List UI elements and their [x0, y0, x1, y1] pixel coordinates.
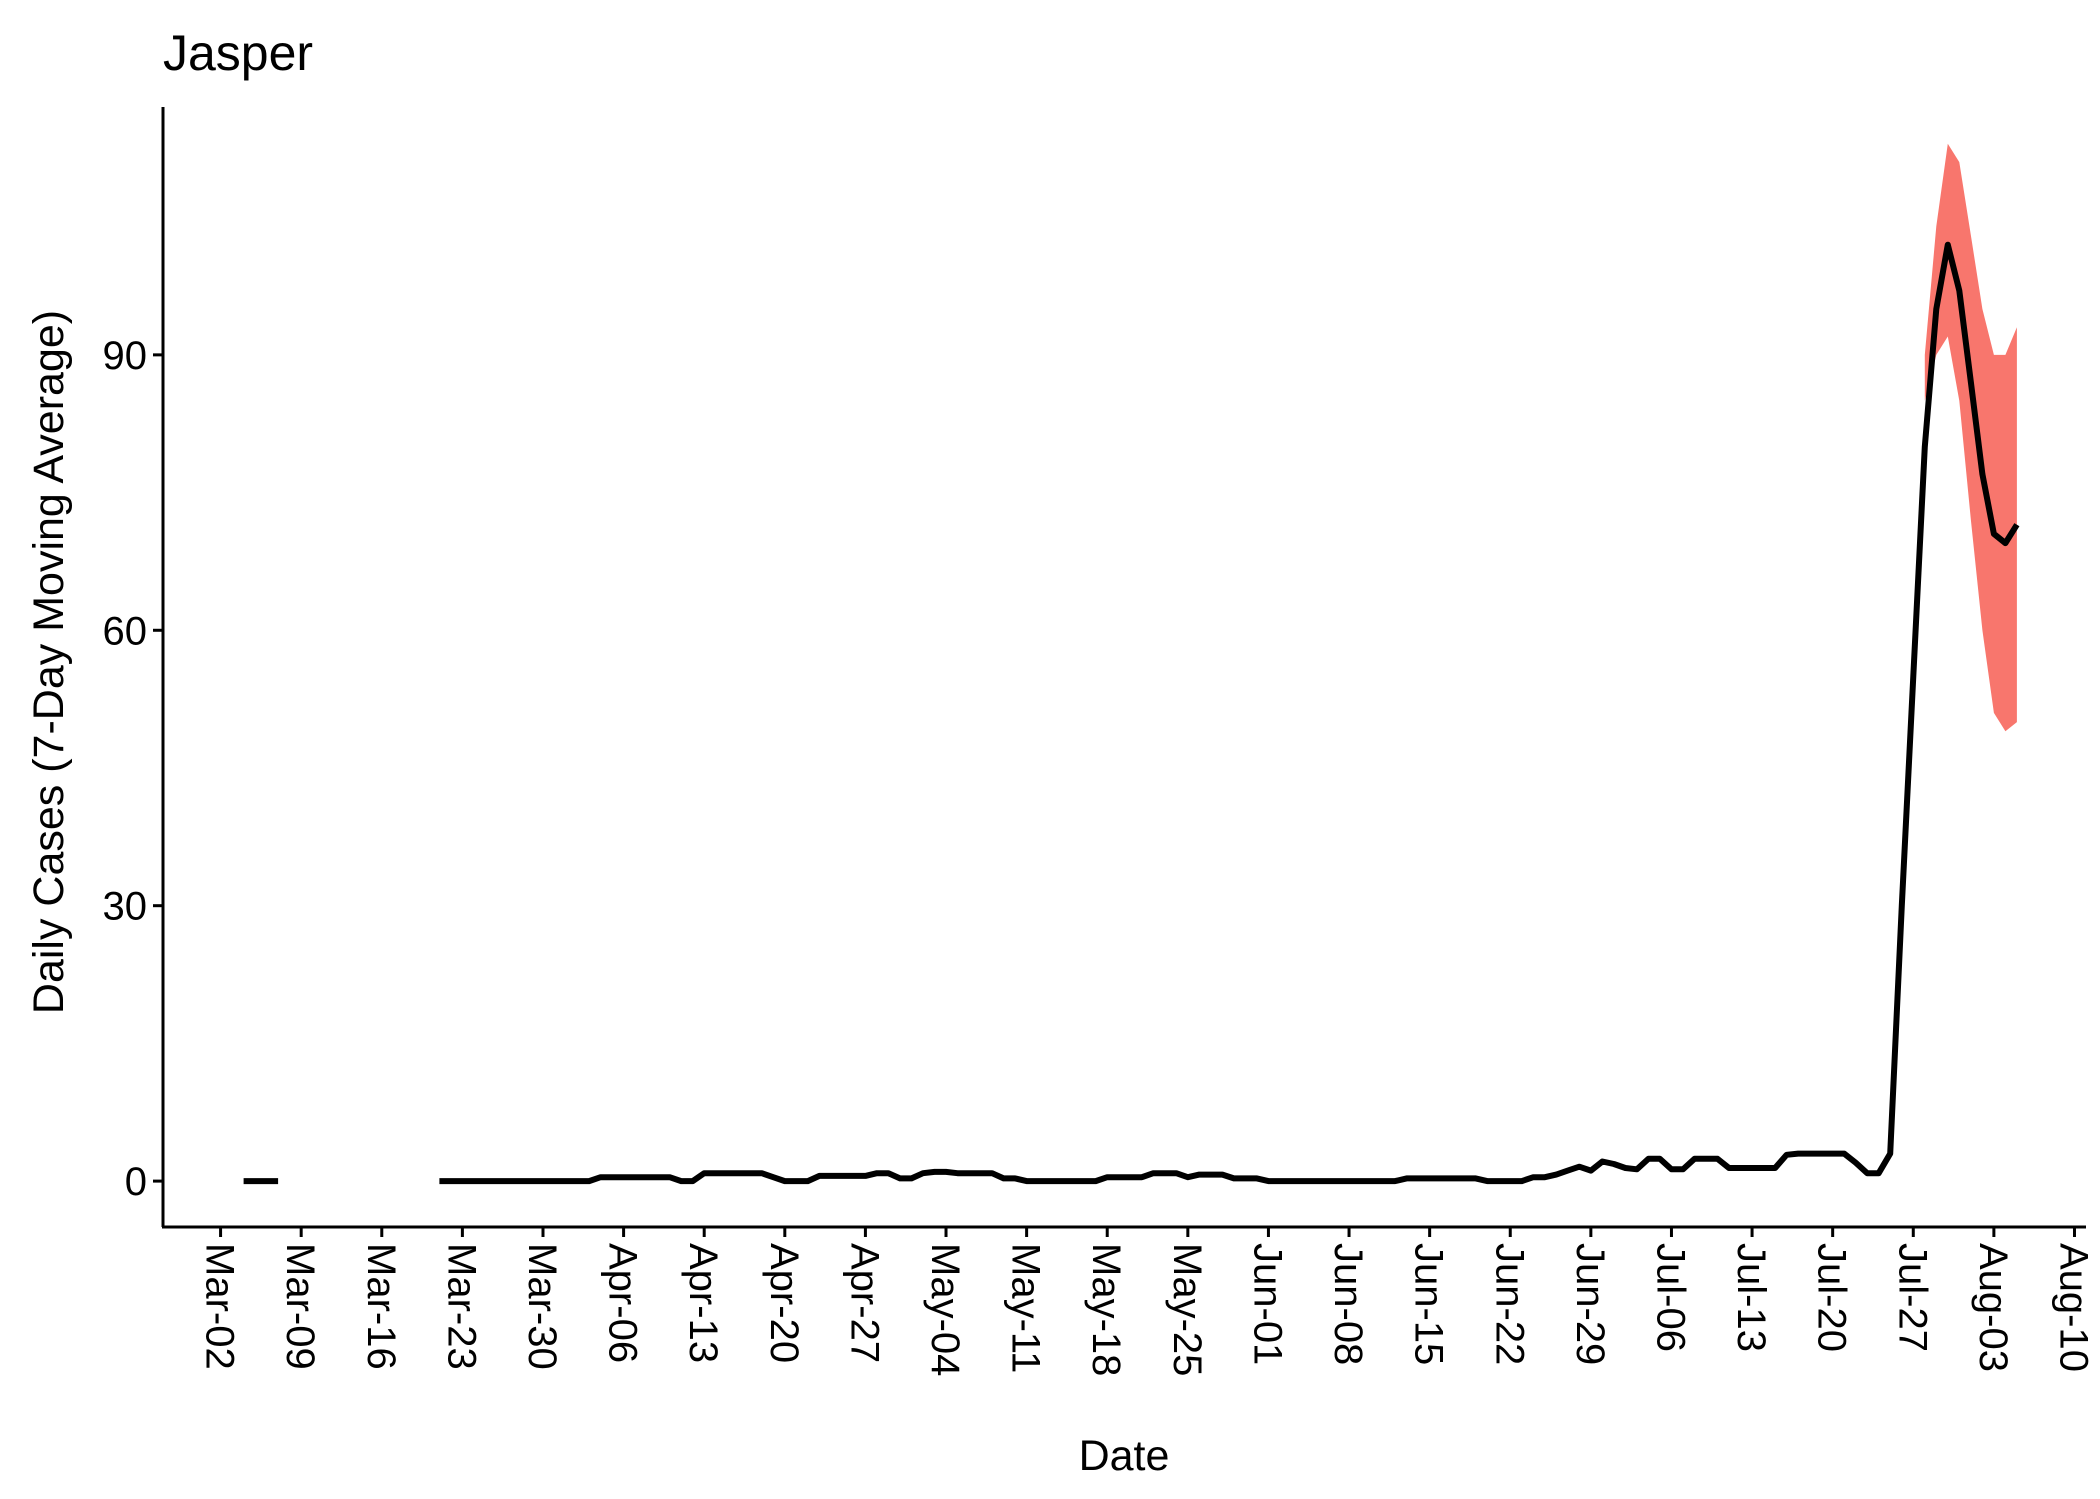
chart-title: Jasper	[163, 25, 313, 81]
x-tick-label: Mar-30	[520, 1243, 564, 1370]
y-tick-label: 30	[103, 885, 148, 929]
y-axis-ticks: 0 30 60 90	[103, 334, 163, 1204]
x-tick-label: Jun-15	[1407, 1243, 1451, 1365]
x-axis-ticks: Mar-02 Mar-09 Mar-16 Mar-23 Mar-30 Apr-06 Apr-…	[198, 1227, 2095, 1376]
x-tick-label: Mar-16	[359, 1243, 403, 1370]
x-tick-label: Jun-29	[1568, 1243, 1612, 1365]
x-tick-label: Jun-01	[1245, 1243, 1289, 1365]
x-tick-label: Jun-22	[1487, 1243, 1531, 1365]
x-tick-label: Aug-03	[1971, 1243, 2015, 1372]
prediction-interval-band	[1924, 143, 2017, 732]
x-tick-label: Apr-20	[762, 1243, 806, 1363]
x-tick-label: Mar-02	[198, 1243, 242, 1370]
y-axis-title: Daily Cases (7-Day Moving Average)	[25, 310, 73, 1014]
series-lines	[243, 241, 2020, 1185]
y-tick-label: 0	[125, 1160, 147, 1204]
x-tick-label: Mar-23	[439, 1243, 483, 1370]
x-tick-label: Aug-10	[2051, 1243, 2095, 1372]
x-tick-label: Apr-27	[842, 1243, 886, 1363]
x-tick-label: Jun-08	[1326, 1243, 1370, 1365]
x-tick-label: Jul-06	[1648, 1243, 1692, 1352]
x-tick-label: May-25	[1165, 1243, 1209, 1376]
x-tick-label: May-18	[1084, 1243, 1128, 1376]
x-tick-label: Jul-13	[1729, 1243, 1773, 1352]
x-tick-label: Jul-20	[1810, 1243, 1854, 1352]
x-axis-title: Date	[1079, 1432, 1170, 1480]
series-line-segment	[439, 241, 2020, 1185]
x-tick-label: Apr-13	[681, 1243, 725, 1363]
x-tick-label: May-04	[923, 1243, 967, 1376]
y-tick-label: 90	[103, 334, 148, 378]
x-tick-label: May-11	[1004, 1243, 1048, 1373]
x-tick-label: Mar-09	[278, 1243, 322, 1370]
plot-area	[243, 143, 2020, 1185]
x-tick-label: Apr-06	[601, 1243, 645, 1363]
x-tick-label: Jul-27	[1890, 1243, 1934, 1352]
y-tick-label: 60	[103, 609, 148, 653]
